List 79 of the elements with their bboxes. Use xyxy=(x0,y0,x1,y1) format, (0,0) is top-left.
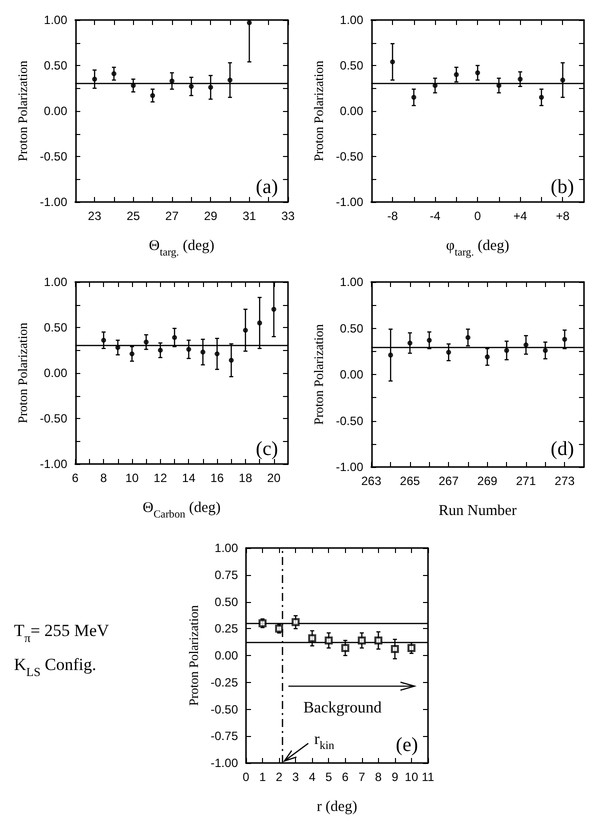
y-tick-label: -0.25 xyxy=(210,675,238,690)
x-tick-label: 8 xyxy=(375,770,382,784)
x-tick-label: +8 xyxy=(556,209,570,223)
y-tick-label: 0.00 xyxy=(214,648,238,662)
x-tick-label: 6 xyxy=(72,471,79,485)
x-tick-label: 25 xyxy=(126,209,140,223)
y-tick-label: -0.50 xyxy=(40,150,68,164)
x-tick-label: 1 xyxy=(259,770,266,784)
x-tick-label: 10 xyxy=(125,471,139,485)
y-tick-label: 0.50 xyxy=(44,58,68,72)
x-tick-label: 29 xyxy=(204,209,218,223)
y-tick-label: -0.50 xyxy=(336,150,364,164)
y-tick-label: -1.00 xyxy=(336,195,364,209)
x-tick-label: 0 xyxy=(242,770,250,784)
y-tick-label: -1.00 xyxy=(336,460,364,474)
x-tick-label: -4 xyxy=(430,209,441,223)
x-tick-label: +4 xyxy=(513,209,528,223)
x-tick-label: 269 xyxy=(477,474,498,488)
y-tick-label: -0.50 xyxy=(336,414,364,428)
x-tick-label: 10 xyxy=(404,770,418,784)
y-tick-label: 0.50 xyxy=(340,58,364,72)
y-tick-label: 1.00 xyxy=(44,275,68,289)
x-tick-label: 8 xyxy=(100,471,108,485)
y-tick-label: 0.25 xyxy=(214,622,238,636)
x-tick-label: 271 xyxy=(516,474,536,488)
x-tick-label: 265 xyxy=(400,474,420,488)
annotation: (a) xyxy=(256,176,278,198)
annotation: (d) xyxy=(550,438,574,460)
annotation: Background xyxy=(303,700,382,717)
y-axis-title: Proton Polarization xyxy=(311,60,326,162)
x-tick-label: 20 xyxy=(267,471,281,485)
y-axis-title: Proton Polarization xyxy=(186,604,202,706)
x-tick-label: 18 xyxy=(238,471,252,485)
y-tick-label: -0.50 xyxy=(210,702,238,716)
y-axis-title: Proton Polarization xyxy=(311,324,326,425)
y-tick-label: 0.75 xyxy=(214,568,238,582)
x-tick-label: 14 xyxy=(182,471,196,485)
x-tick-label: 263 xyxy=(361,474,382,488)
y-tick-label: 0.50 xyxy=(340,321,364,336)
x-tick-label: 0 xyxy=(474,209,482,223)
x-tick-label: 11 xyxy=(422,770,435,784)
x-tick-label: -8 xyxy=(387,209,398,223)
annotation: (b) xyxy=(550,176,574,198)
y-tick-label: 1.00 xyxy=(214,541,238,555)
x-tick-label: 23 xyxy=(88,209,102,223)
y-tick-label: 1.00 xyxy=(340,275,364,289)
x-tick-label: 9 xyxy=(392,770,399,784)
y-tick-label: 0.00 xyxy=(340,368,364,382)
x-axis-title: r (deg) xyxy=(316,799,358,815)
x-tick-label: 7 xyxy=(358,770,366,784)
x-tick-label: 4 xyxy=(308,770,316,784)
x-tick-label: 12 xyxy=(154,471,168,485)
x-tick-label: 33 xyxy=(281,209,295,223)
y-tick-label: -0.75 xyxy=(210,729,238,744)
y-tick-label: 1.00 xyxy=(44,13,68,27)
y-tick-label: 0.50 xyxy=(44,320,68,334)
y-tick-label: -1.00 xyxy=(210,756,238,770)
x-tick-label: 31 xyxy=(242,209,256,223)
x-tick-label: 16 xyxy=(210,471,224,485)
y-tick-label: 0.50 xyxy=(214,594,238,609)
y-tick-label: 0.00 xyxy=(340,104,364,118)
x-tick-label: 267 xyxy=(438,474,459,488)
x-tick-label: 6 xyxy=(342,770,349,784)
x-tick-label: 3 xyxy=(292,770,300,784)
x-tick-label: 273 xyxy=(554,474,575,488)
y-axis-title: Proton Polarization xyxy=(15,322,30,424)
y-axis-title: Proton Polarization xyxy=(15,60,30,162)
x-tick-label: 27 xyxy=(165,209,179,223)
annotation: (e) xyxy=(396,734,418,756)
y-tick-label: -0.50 xyxy=(40,412,68,426)
y-tick-label: -1.00 xyxy=(40,195,68,209)
y-tick-label: -1.00 xyxy=(40,457,68,471)
annotation: (c) xyxy=(256,438,278,460)
x-axis-title: Run Number xyxy=(438,503,517,519)
y-tick-label: 0.00 xyxy=(44,366,68,380)
y-tick-label: 1.00 xyxy=(340,13,364,27)
y-tick-label: 0.00 xyxy=(44,104,68,118)
x-tick-label: 5 xyxy=(325,770,332,784)
x-tick-label: 2 xyxy=(276,770,283,784)
